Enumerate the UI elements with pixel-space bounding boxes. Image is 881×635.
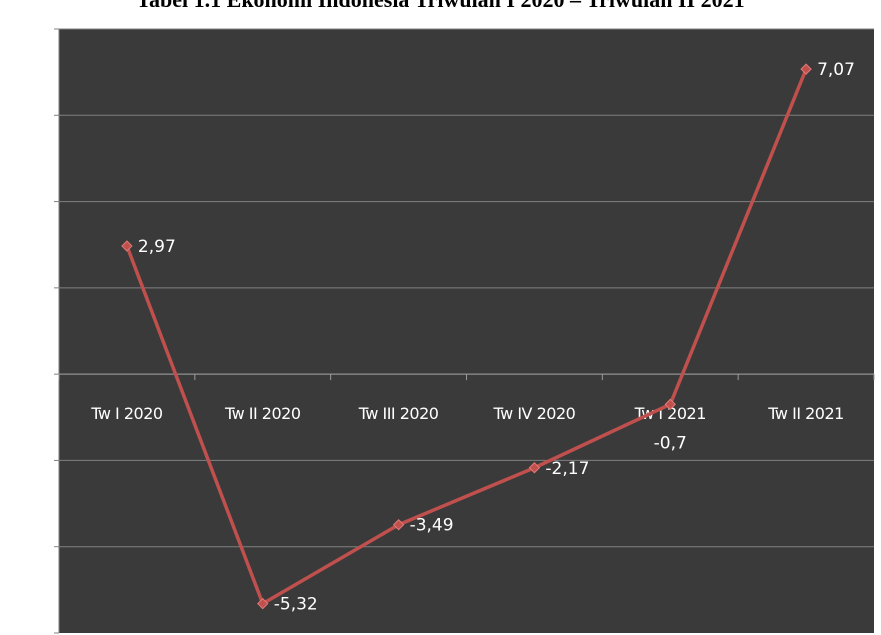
data-point-marker — [800, 63, 812, 75]
series-line — [125, 67, 808, 606]
page-title: Tabel 1.1 Ekonomi Indonesia Triwulan I 2… — [0, 0, 881, 11]
y-tick-label: -6 — [21, 624, 37, 635]
data-label: -5,32 — [274, 595, 318, 615]
x-category-label: Tw I 2020 — [90, 404, 163, 423]
x-category-label: Tw IV 2020 — [493, 404, 576, 423]
data-label: 7,07 — [817, 60, 855, 80]
y-tick-label: 2 — [27, 279, 37, 298]
data-labels: 2,97 -5,32 -3,49 -2,17 -0,7 7,07 — [138, 60, 855, 615]
data-point-marker — [392, 519, 405, 531]
data-label: 2,97 — [138, 237, 176, 257]
x-category-label: Tw I 2021 — [634, 404, 706, 423]
y-tick-label: 8 — [27, 20, 37, 39]
data-point-marker — [664, 398, 676, 411]
y-axis: 8 6 4 2 0 -2 -4 -6 — [21, 20, 60, 635]
x-category-label: Tw II 2020 — [224, 404, 301, 423]
data-point-marker — [121, 240, 133, 252]
plot-area — [59, 29, 874, 633]
line-chart: 8 6 4 2 0 -2 -4 -6 Tw I 2020 Tw II 2020 Tw III 20… — [21, 20, 875, 635]
x-category-label: Tw II 2021 — [767, 404, 844, 423]
data-label: -2,17 — [545, 459, 589, 479]
x-category-label: Tw III 2020 — [358, 404, 439, 423]
data-label: -3,49 — [410, 516, 454, 536]
y-tick-label: -2 — [21, 451, 37, 470]
data-point-marker — [528, 462, 541, 474]
series-group — [121, 63, 812, 610]
chart-panel: 8 6 4 2 0 -2 -4 -6 Tw I 2020 Tw II 2020 Tw III 20… — [0, 13, 881, 635]
y-tick-label: 6 — [27, 106, 37, 125]
y-tick-label: 4 — [27, 193, 37, 212]
data-point-marker — [257, 597, 269, 610]
x-axis: Tw I 2020 Tw II 2020 Tw III 2020 Tw IV 2020… — [58, 373, 875, 423]
y-tick-label: -4 — [21, 538, 37, 557]
y-tick-label: 0 — [27, 365, 37, 384]
data-label: -0,7 — [654, 433, 687, 453]
